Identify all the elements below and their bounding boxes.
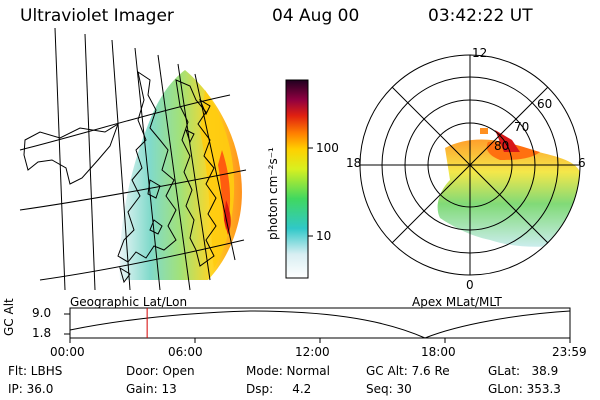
colorbar [285,79,313,279]
orbit-altitude-curve [69,310,571,339]
mlat-label-80: 80 [494,139,510,153]
orbit-xtick-0: 00:00 [50,345,85,359]
colorbar-tick-100: 100 [316,141,339,155]
colorbar-gradient [285,79,309,279]
orbit-xtick-4: 23:59 [552,345,587,359]
info-ip: IP: 36.0 [8,382,54,396]
left-map-caption: Geographic Lat/Lon [70,295,188,309]
orbit-ytick-9: 9.0 [32,306,52,320]
right-map-caption: Apex MLat/MLT [412,295,502,309]
info-glat: GLat: 38.9 [488,364,559,378]
orbit-xtick-1: 06:00 [168,345,203,359]
mlat-label-60: 60 [537,97,553,111]
polar-plot [359,54,581,276]
info-door: Door: Open [126,364,195,378]
orbit-ytick-1.8: 1.8 [32,326,52,340]
info-seq: Seq: 30 [366,382,412,396]
info-dsp: Dsp: 4.2 [246,382,312,396]
coastlines [23,70,217,284]
info-glon: GLon: 353.3 [488,382,561,396]
colorbar-tick-10: 10 [316,229,332,243]
colorbar-unit-label: photon cm⁻²s⁻¹ [266,147,280,240]
polar-grid [359,54,581,276]
auroral-emission-geographic [119,70,242,280]
auroral-emission-polar [437,128,580,247]
observation-time: 03:42:22 UT [428,6,533,26]
orbit-ylabel: GC Alt [2,298,16,336]
info-filter: Flt: LBHS [8,364,63,378]
orbit-xtick-3: 18:00 [421,345,456,359]
info-gain: Gain: 13 [126,382,177,396]
info-gc-alt: GC Alt: 7.6 Re [366,364,450,378]
orbit-plot [64,307,571,343]
mlt-label-18: 18 [346,156,362,170]
orbit-xtick-2: 12:00 [295,345,330,359]
mlt-label-12: 12 [472,46,488,60]
mlt-label-0: 0 [466,278,474,292]
mlt-label-6: 6 [578,156,586,170]
app-title: Ultraviolet Imager [20,6,174,26]
observation-date: 04 Aug 00 [272,6,360,26]
geographic-map [19,27,247,291]
info-mode: Mode: Normal [246,364,330,378]
mlat-label-70: 70 [514,120,530,134]
